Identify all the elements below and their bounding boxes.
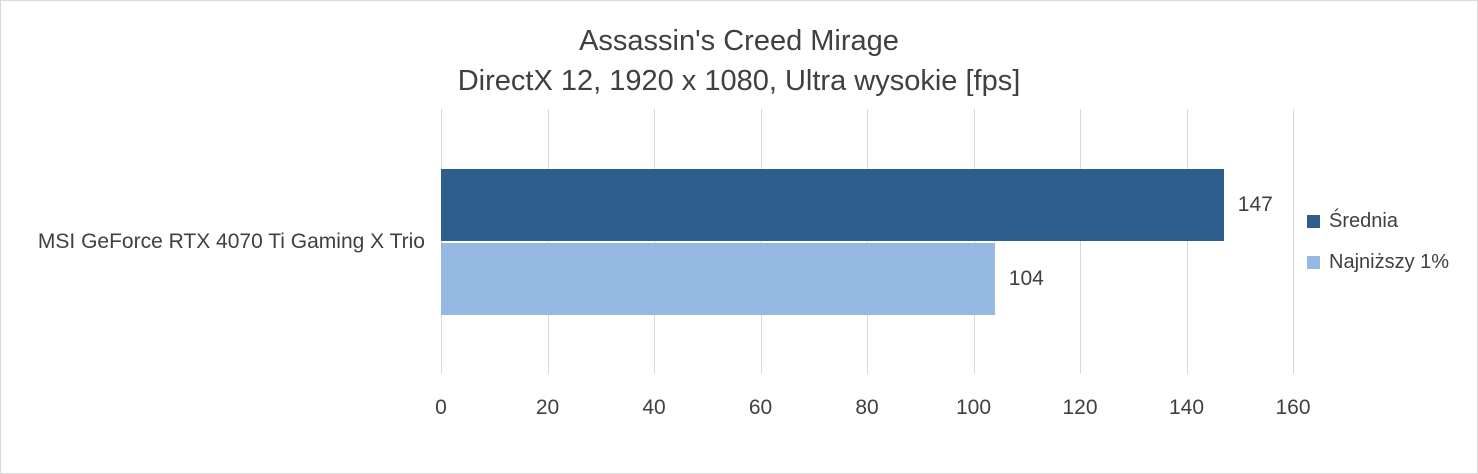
legend-item-0: Średnia [1307, 210, 1477, 233]
bar-0 [441, 168, 1224, 241]
x-tick-label-60: 60 [748, 396, 773, 419]
bar-row-0: 147 [441, 168, 1293, 241]
gridline-20 [547, 109, 549, 374]
x-tick-label-100: 100 [955, 396, 992, 419]
gridline-0 [441, 109, 442, 374]
chart-title-line2: DirectX 12, 1920 x 1080, Ultra wysokie [… [457, 65, 1021, 97]
chart-body: MSI GeForce RTX 4070 Ti Gaming X Trio 14… [1, 109, 1477, 426]
legend: Średnia Najniższy 1% [1293, 109, 1477, 374]
legend-item-1: Najniższy 1% [1307, 251, 1477, 274]
gridline-80 [867, 109, 868, 374]
gridline-120 [1080, 109, 1081, 374]
gridline-40 [654, 109, 655, 374]
x-tick-label-140: 140 [1168, 396, 1205, 419]
x-tick-label-0: 0 [435, 396, 447, 419]
legend-label-1: Najniższy 1% [1329, 250, 1450, 273]
bar-value-label-1: 104 [1008, 266, 1044, 290]
gridline-160 [1293, 109, 1294, 374]
chart-title-line1: Assassin's Creed Mirage [579, 25, 899, 57]
bar-value-label-0: 147 [1237, 192, 1273, 216]
x-tick-label-160: 160 [1275, 396, 1311, 419]
bar-group: 147 104 [441, 109, 1293, 374]
x-tick-label-20: 20 [535, 396, 560, 419]
legend-label-0: Średnia [1329, 209, 1398, 232]
category-label: MSI GeForce RTX 4070 Ti Gaming X Trio [37, 229, 425, 253]
legend-swatch-icon [1307, 255, 1320, 269]
x-tick-label-120: 120 [1062, 396, 1098, 419]
bar-1 [441, 242, 995, 315]
chart-title: Assassin's Creed Mirage DirectX 12, 1920… [1, 1, 1477, 101]
bar-row-1: 104 [441, 242, 1293, 315]
gridline-100 [973, 109, 975, 374]
x-tick-label-80: 80 [855, 396, 879, 419]
x-axis: 0 20 40 60 80 100 120 140 160 [435, 374, 1310, 426]
gridline-140 [1186, 109, 1188, 374]
plot-area: 147 104 [441, 109, 1294, 374]
gridline-60 [760, 109, 762, 374]
x-tick-label-40: 40 [642, 396, 666, 419]
legend-swatch-icon [1307, 214, 1320, 228]
